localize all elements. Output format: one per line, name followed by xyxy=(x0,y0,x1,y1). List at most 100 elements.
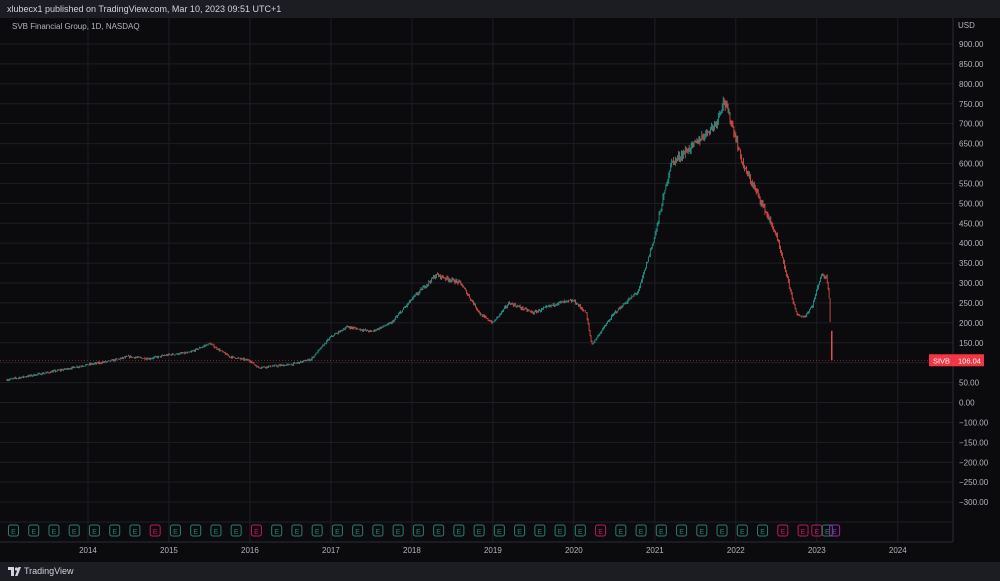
earnings-marker-label: E xyxy=(598,529,603,536)
earnings-marker[interactable] xyxy=(48,524,60,537)
earnings-marker[interactable] xyxy=(291,524,303,537)
y-tick-label: 800.00 xyxy=(959,80,984,89)
earnings-marker-label: E xyxy=(254,529,259,536)
y-tick-label: 650.00 xyxy=(959,140,984,149)
earnings-marker[interactable] xyxy=(250,524,262,537)
earnings-marker-label: E xyxy=(699,529,704,536)
chart-background xyxy=(0,18,1000,562)
earnings-marker[interactable] xyxy=(230,524,242,537)
earnings-marker[interactable] xyxy=(514,524,526,537)
earnings-marker[interactable] xyxy=(554,524,566,537)
x-tick-label: 2023 xyxy=(808,546,826,555)
earnings-marker[interactable] xyxy=(757,524,769,537)
earnings-marker-label: E xyxy=(173,529,178,536)
y-tick-label: 50.00 xyxy=(959,379,980,388)
earnings-marker-label: E xyxy=(679,529,684,536)
earnings-marker-label: E xyxy=(416,529,421,536)
footer-bar: TradingView xyxy=(0,562,1000,581)
y-tick-label: 450.00 xyxy=(959,219,984,228)
earnings-marker[interactable] xyxy=(676,524,688,537)
earnings-marker[interactable] xyxy=(635,524,647,537)
earnings-marker[interactable] xyxy=(7,524,19,537)
earnings-marker-label: E xyxy=(720,529,725,536)
earnings-marker[interactable] xyxy=(615,524,627,537)
earnings-marker-label: E xyxy=(133,529,138,536)
y-tick-label: −100.00 xyxy=(959,418,989,427)
earnings-marker[interactable] xyxy=(716,524,728,537)
earnings-marker[interactable] xyxy=(811,524,823,537)
earnings-marker-label: E xyxy=(376,529,381,536)
earnings-marker[interactable] xyxy=(821,524,833,537)
earnings-marker-label: E xyxy=(52,529,57,536)
earnings-marker[interactable] xyxy=(68,524,80,537)
earnings-marker-label: E xyxy=(274,529,279,536)
earnings-marker[interactable] xyxy=(534,524,546,537)
earnings-marker-label: E xyxy=(396,529,401,536)
earnings-marker-label: E xyxy=(760,529,765,536)
x-tick-label: 2018 xyxy=(403,546,421,555)
price-chart[interactable]: 2014 2015 2016 2017 2018 2019 2020 2021 2022 2023… xyxy=(0,18,1000,562)
earnings-marker[interactable] xyxy=(797,524,809,537)
y-tick-label: 850.00 xyxy=(959,60,984,69)
earnings-marker[interactable] xyxy=(493,524,505,537)
y-tick-label: −300.00 xyxy=(959,498,989,507)
earnings-marker[interactable] xyxy=(109,524,121,537)
publish-info-header: xlubecx1 published on TradingView.com, M… xyxy=(0,0,1000,18)
y-tick-label: 300.00 xyxy=(959,279,984,288)
y-tick-label: −150.00 xyxy=(959,438,989,447)
y-tick-label: 500.00 xyxy=(959,199,984,208)
earnings-marker-label: E xyxy=(578,529,583,536)
y-tick-label: 550.00 xyxy=(959,179,984,188)
earnings-marker[interactable] xyxy=(271,524,283,537)
symbol-tag-label: SIVB xyxy=(933,356,950,365)
earnings-marker-label: E xyxy=(92,529,97,536)
earnings-marker-label: E xyxy=(780,529,785,536)
earnings-marker[interactable] xyxy=(392,524,404,537)
earnings-marker-label: E xyxy=(112,529,117,536)
earnings-marker[interactable] xyxy=(129,524,141,537)
x-tick-label: 2015 xyxy=(160,546,178,555)
earnings-marker-label: E xyxy=(538,529,543,536)
earnings-marker-label: E xyxy=(193,529,198,536)
earnings-marker[interactable] xyxy=(574,524,586,537)
earnings-marker[interactable] xyxy=(149,524,161,537)
earnings-marker[interactable] xyxy=(311,524,323,537)
earnings-marker[interactable] xyxy=(88,524,100,537)
earnings-marker[interactable] xyxy=(473,524,485,537)
earnings-marker[interactable] xyxy=(28,524,40,537)
earnings-marker[interactable] xyxy=(169,524,181,537)
earnings-marker[interactable] xyxy=(696,524,708,537)
earnings-marker[interactable] xyxy=(829,524,841,537)
earnings-marker-label: E xyxy=(214,529,219,536)
earnings-marker[interactable] xyxy=(736,524,748,537)
earnings-marker[interactable] xyxy=(655,524,667,537)
earnings-marker-label: E xyxy=(31,529,36,536)
earnings-marker[interactable] xyxy=(595,524,607,537)
tradingview-brand[interactable]: TradingView xyxy=(24,566,74,576)
earnings-marker[interactable] xyxy=(777,524,789,537)
earnings-marker[interactable] xyxy=(210,524,222,537)
earnings-marker-label: E xyxy=(558,529,563,536)
earnings-marker[interactable] xyxy=(352,524,364,537)
earnings-marker-label: E xyxy=(315,529,320,536)
earnings-marker-label: E xyxy=(497,529,502,536)
tradingview-logo-icon[interactable] xyxy=(8,567,21,576)
symbol-tag xyxy=(929,354,954,367)
earnings-marker-label: E xyxy=(825,529,830,536)
earnings-marker[interactable] xyxy=(331,524,343,537)
y-tick-label: −250.00 xyxy=(959,478,989,487)
y-tick-label: 400.00 xyxy=(959,239,984,248)
earnings-marker[interactable] xyxy=(433,524,445,537)
earnings-marker-label: E xyxy=(436,529,441,536)
last-price-value: 106.04 xyxy=(958,356,981,365)
y-tick-label: 200.00 xyxy=(959,319,984,328)
earnings-marker-label: E xyxy=(801,529,806,536)
earnings-marker[interactable] xyxy=(372,524,384,537)
earnings-marker[interactable] xyxy=(453,524,465,537)
x-tick-label: 2022 xyxy=(727,546,745,555)
earnings-marker[interactable] xyxy=(412,524,424,537)
earnings-marker-label: E xyxy=(639,529,644,536)
earnings-marker[interactable] xyxy=(190,524,202,537)
earnings-marker-label: E xyxy=(832,529,837,536)
